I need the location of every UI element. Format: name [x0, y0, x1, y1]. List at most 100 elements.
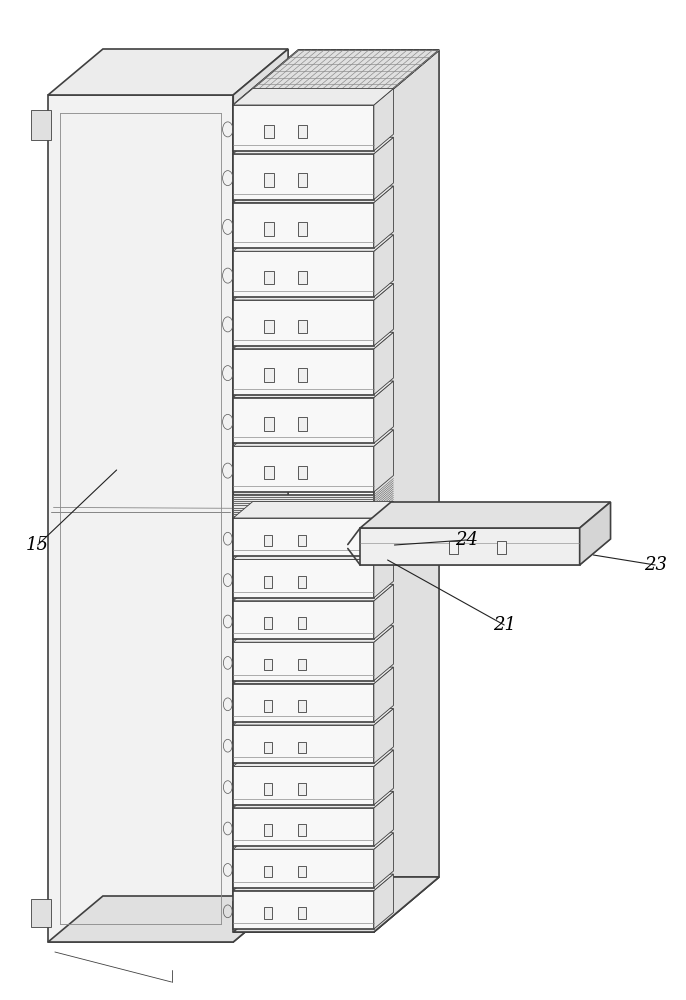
Polygon shape [233, 766, 374, 805]
Polygon shape [31, 110, 51, 140]
Polygon shape [233, 584, 394, 601]
Polygon shape [360, 502, 611, 528]
Polygon shape [233, 137, 394, 154]
Text: 15: 15 [26, 536, 49, 554]
Polygon shape [233, 381, 394, 398]
Polygon shape [233, 874, 394, 891]
Bar [298, 368, 307, 382]
Polygon shape [233, 186, 394, 202]
Polygon shape [233, 642, 374, 681]
Bar [264, 466, 274, 479]
Polygon shape [233, 791, 394, 808]
Bar [264, 659, 272, 670]
Bar [298, 222, 307, 236]
Polygon shape [374, 833, 394, 888]
Bar [298, 617, 306, 629]
Bar [298, 417, 307, 431]
Polygon shape [48, 896, 288, 942]
Polygon shape [374, 332, 394, 394]
Polygon shape [233, 684, 374, 722]
Polygon shape [374, 186, 394, 248]
Polygon shape [233, 89, 394, 105]
Polygon shape [233, 833, 394, 849]
Text: 24: 24 [455, 531, 478, 549]
Polygon shape [374, 381, 394, 443]
Bar [279, 914, 327, 927]
Bar [298, 173, 307, 187]
Text: 21: 21 [493, 616, 516, 634]
Polygon shape [233, 808, 374, 846]
Bar [264, 222, 274, 236]
Polygon shape [374, 626, 394, 681]
Polygon shape [233, 708, 394, 725]
Text: 23: 23 [643, 556, 667, 574]
Polygon shape [374, 430, 394, 492]
Polygon shape [374, 502, 394, 556]
Bar [497, 541, 506, 554]
Polygon shape [374, 543, 394, 598]
Polygon shape [233, 50, 439, 105]
Polygon shape [374, 708, 394, 763]
Polygon shape [374, 235, 394, 297]
Polygon shape [233, 105, 374, 130]
Bar [264, 271, 274, 284]
Bar [264, 824, 272, 836]
Bar [298, 824, 306, 836]
Bar [264, 700, 272, 712]
Polygon shape [374, 137, 394, 200]
Polygon shape [233, 626, 394, 642]
Polygon shape [233, 430, 394, 446]
Polygon shape [233, 750, 394, 766]
Polygon shape [233, 300, 374, 346]
Bar [264, 535, 272, 546]
Bar [449, 541, 458, 554]
Polygon shape [233, 349, 374, 394]
Polygon shape [48, 95, 233, 942]
Polygon shape [233, 502, 394, 518]
Bar [264, 907, 272, 919]
Polygon shape [233, 332, 394, 349]
Polygon shape [233, 251, 374, 297]
Polygon shape [233, 50, 439, 105]
Polygon shape [233, 543, 394, 559]
Polygon shape [233, 725, 374, 763]
Polygon shape [233, 877, 439, 932]
Polygon shape [233, 105, 374, 151]
Polygon shape [374, 667, 394, 722]
Bar [298, 866, 306, 877]
Bar [298, 271, 307, 284]
Polygon shape [233, 877, 439, 932]
Polygon shape [374, 284, 394, 346]
Bar [264, 320, 274, 333]
Polygon shape [233, 202, 374, 248]
Bar [264, 173, 274, 187]
Bar [298, 535, 306, 546]
Bar [298, 700, 306, 712]
Polygon shape [233, 849, 374, 888]
Bar [264, 417, 274, 431]
Polygon shape [233, 446, 374, 492]
Bar [298, 466, 307, 479]
Bar [264, 783, 272, 795]
Polygon shape [233, 398, 374, 443]
Polygon shape [374, 50, 439, 932]
Polygon shape [374, 874, 394, 929]
Bar [298, 320, 307, 333]
Polygon shape [233, 495, 374, 518]
Polygon shape [233, 284, 394, 300]
Polygon shape [374, 89, 394, 151]
Polygon shape [233, 667, 394, 684]
Polygon shape [233, 518, 374, 556]
Polygon shape [580, 502, 611, 565]
Polygon shape [233, 235, 394, 251]
Polygon shape [233, 891, 374, 929]
Bar [279, 112, 327, 124]
Bar [264, 368, 274, 382]
Bar [298, 125, 307, 138]
Bar [298, 659, 306, 670]
Polygon shape [233, 49, 288, 942]
Bar [298, 576, 306, 588]
Bar [298, 783, 306, 795]
Bar [264, 576, 272, 588]
Bar [298, 742, 306, 753]
